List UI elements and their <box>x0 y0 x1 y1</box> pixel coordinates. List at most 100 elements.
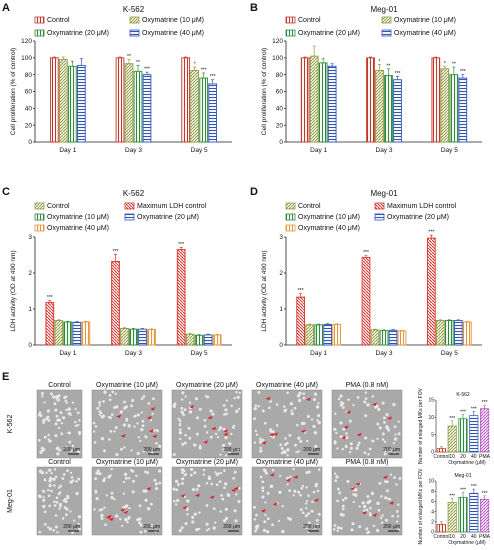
cell <box>203 418 207 422</box>
cell <box>113 497 116 501</box>
cell <box>383 480 387 483</box>
bar <box>458 496 468 533</box>
cell <box>191 520 195 524</box>
bar <box>63 321 73 346</box>
cell <box>255 433 259 436</box>
cell <box>47 433 50 437</box>
cell <box>94 425 98 428</box>
cell <box>363 451 367 454</box>
cell <box>206 529 209 532</box>
row-label: Meg-01 <box>7 489 14 513</box>
cell <box>261 438 265 442</box>
bar <box>72 321 82 346</box>
cell <box>394 433 397 436</box>
cell <box>349 446 353 450</box>
micrograph-title: Oxymatrine (40 μM) <box>256 382 318 389</box>
cell <box>220 494 223 497</box>
cell <box>48 439 52 443</box>
cell <box>113 430 116 433</box>
cell <box>140 397 144 400</box>
cell <box>280 446 284 450</box>
cell <box>284 437 287 440</box>
cell <box>191 487 196 492</box>
cell <box>48 483 52 488</box>
cell <box>285 476 290 480</box>
cell <box>103 449 106 453</box>
cell <box>64 446 68 449</box>
cell <box>62 416 66 420</box>
cell <box>222 404 226 407</box>
arrowhead <box>211 426 217 431</box>
cell <box>209 435 213 439</box>
micrograph-title: Control <box>48 382 71 389</box>
panel-label-a: A <box>2 2 10 14</box>
cell <box>366 495 370 499</box>
panel-label-e: E <box>2 371 9 383</box>
cell <box>136 518 140 522</box>
cell <box>66 494 69 498</box>
cell <box>317 420 321 425</box>
y-tick-label: 0 <box>28 342 32 349</box>
cell <box>186 513 189 516</box>
cell <box>257 390 261 394</box>
cell <box>261 480 265 484</box>
significance-label: ** <box>136 60 140 66</box>
cell <box>235 493 238 496</box>
cell <box>62 499 65 502</box>
cell <box>65 507 69 511</box>
cell <box>204 395 208 398</box>
legend-swatch <box>374 202 385 210</box>
cell <box>43 523 47 526</box>
cell <box>221 497 225 501</box>
cell <box>96 407 100 410</box>
cell <box>48 504 51 508</box>
cell <box>64 497 67 501</box>
cell <box>344 445 348 449</box>
cell <box>102 479 106 483</box>
cell <box>376 528 380 533</box>
cell <box>301 511 305 515</box>
cell <box>205 522 209 526</box>
cell <box>178 428 182 432</box>
cell <box>172 453 176 457</box>
cell <box>175 503 178 506</box>
arrowhead <box>152 434 158 438</box>
y-tick-label: 0 <box>279 342 283 349</box>
cell <box>336 526 340 530</box>
cell <box>147 402 151 405</box>
cell <box>105 494 108 497</box>
cell <box>47 494 51 498</box>
cell <box>100 411 103 415</box>
cell <box>52 395 56 399</box>
cell <box>177 417 180 420</box>
row-label: K-562 <box>7 415 14 434</box>
y-tick-label: 2 <box>28 270 32 277</box>
cell <box>312 397 316 402</box>
cell <box>304 502 308 505</box>
cell <box>265 530 270 534</box>
cell <box>237 407 241 411</box>
cell <box>43 435 47 439</box>
cell <box>305 507 308 510</box>
cell <box>351 522 355 526</box>
cell <box>110 496 114 500</box>
cell <box>190 467 194 472</box>
cell <box>218 426 223 430</box>
cell <box>194 397 198 401</box>
cell <box>124 517 127 521</box>
cell <box>297 450 300 453</box>
x-tick-label: Control <box>433 454 449 460</box>
cell <box>334 479 338 483</box>
bar <box>300 57 310 143</box>
cell <box>110 413 114 416</box>
cell <box>69 480 73 484</box>
y-axis-label: Cell proliferation (% of control) <box>261 48 268 135</box>
x-tick-label: Day 5 <box>191 147 208 154</box>
cell <box>57 486 61 489</box>
cell <box>131 398 135 402</box>
cell <box>198 527 201 531</box>
arrowhead <box>345 410 351 414</box>
cell <box>224 436 228 440</box>
cell <box>290 409 293 412</box>
bar <box>142 74 152 143</box>
